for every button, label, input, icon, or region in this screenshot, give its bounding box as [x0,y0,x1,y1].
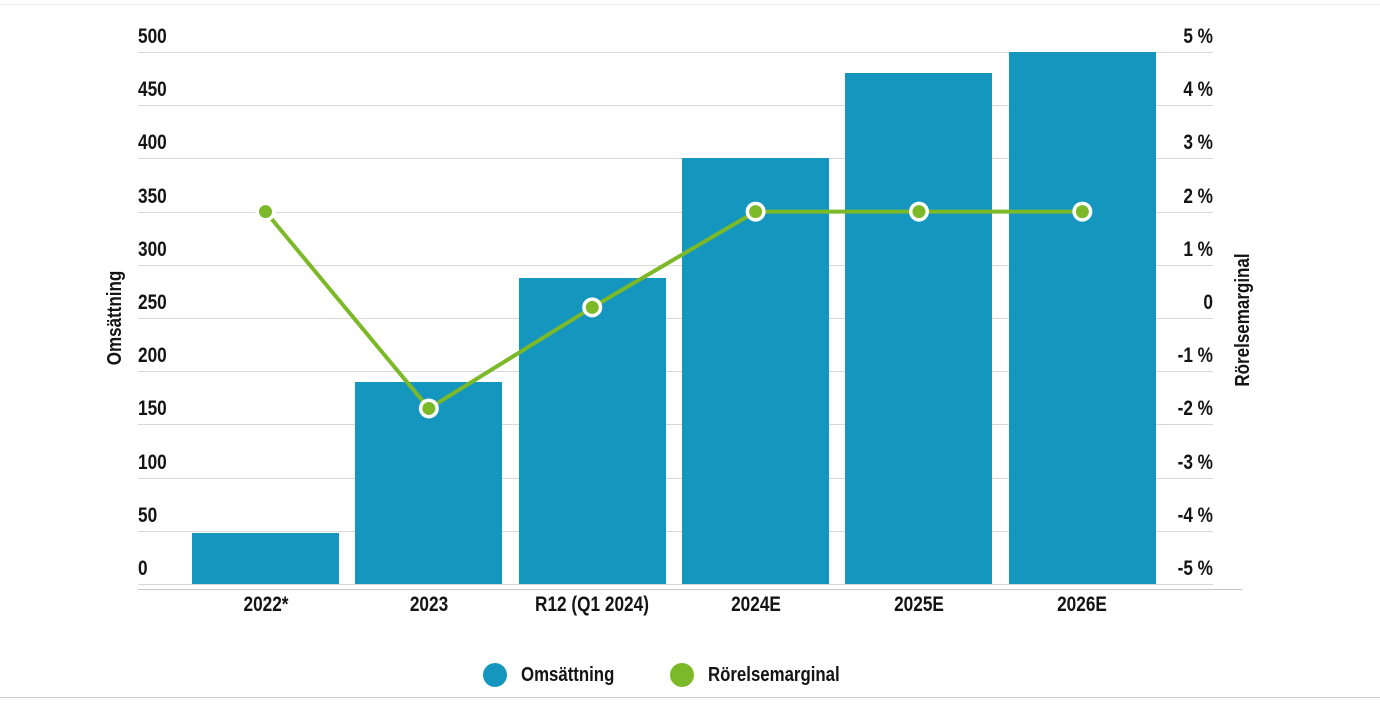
right-tick-label: 3 % [1183,131,1213,155]
left-tick-label: 200 [138,344,167,368]
gridline [138,424,1213,426]
right-tick-label: 5 % [1183,25,1213,48]
revenue-bar [518,277,666,584]
gridline [138,584,1213,585]
right-tick-label: -1 % [1177,344,1213,368]
left-tick-label: 250 [138,291,167,314]
legend-swatch-circle [670,663,695,687]
x-axis-label: 2026E [1057,593,1108,616]
left-tick-label: 150 [138,397,167,421]
gridline [138,477,1213,479]
gridline [138,52,1213,53]
gridline [138,105,1213,107]
right-tick-label: -5 % [1177,557,1213,580]
x-axis-line [138,589,1242,590]
left-tick-label: 400 [138,131,167,155]
legend-swatch-circle [483,663,508,687]
left-axis-title: Omsättning [104,270,126,366]
chart-legend: Omsättning Rörelsemarginal [0,656,1348,694]
revenue-bar [845,73,993,584]
right-tick-label: -3 % [1177,450,1213,474]
right-tick-label: -4 % [1177,503,1213,527]
legend-label: Rörelsemarginal [708,663,840,686]
legend-item-r-relsemarginal: Rörelsemarginal [670,663,865,687]
gridline [138,530,1213,532]
left-tick-label: 300 [138,237,167,261]
left-tick-label: 450 [138,78,167,102]
legend-label: Omsättning [521,663,615,686]
revenue-bar [192,532,339,584]
right-tick-label: 2 % [1183,184,1213,208]
right-axis-title: Rörelsemarginal [1232,253,1254,387]
x-axis-label: 2024E [730,593,781,616]
left-tick-label: 0 [138,557,148,580]
right-tick-label: 0 [1203,291,1213,314]
revenue-bar [355,381,503,584]
legend-item-oms-ttning: Omsättning [483,663,632,687]
x-axis-label: 2023 [409,593,449,616]
gridline [138,158,1213,160]
frame-bottom-divider [0,697,1380,698]
x-axis-label: 2025E [894,593,944,616]
left-tick-label: 100 [138,450,167,474]
x-axis-label: 2022* [242,593,289,616]
revenue-bar [682,158,830,584]
left-tick-label: 50 [138,503,158,527]
left-tick-label: 500 [138,25,167,48]
x-axis-label: R12 (Q1 2024) [535,593,650,616]
right-tick-label: -2 % [1177,397,1213,421]
frame-top-divider [0,4,1380,5]
right-tick-label: 1 % [1183,237,1213,261]
right-tick-label: 4 % [1183,78,1213,102]
left-tick-label: 350 [138,184,167,208]
